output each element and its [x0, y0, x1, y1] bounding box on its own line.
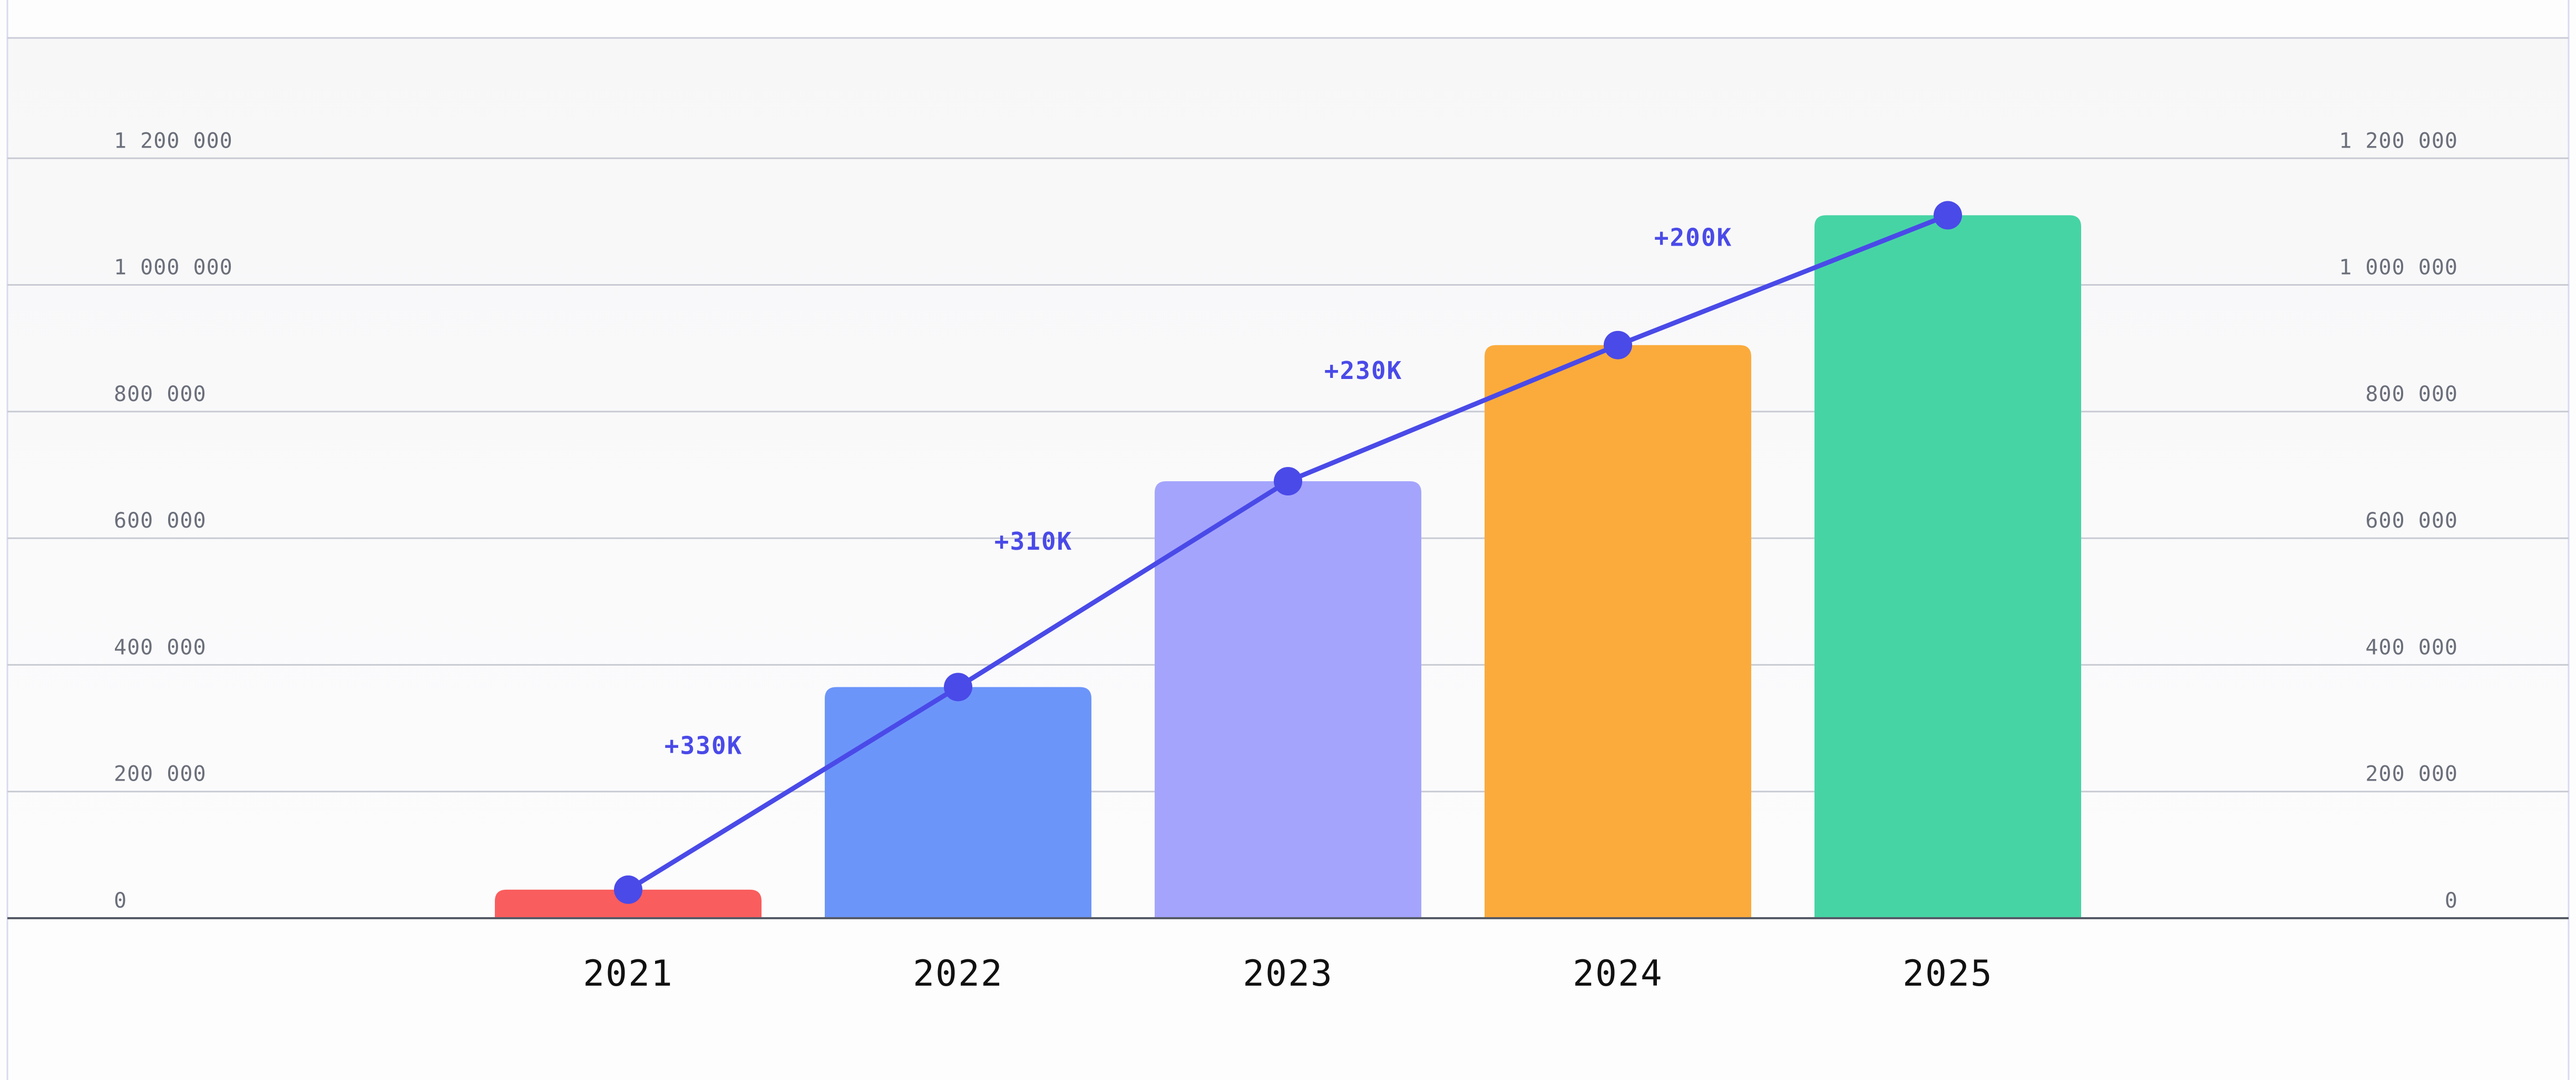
x-tick-label: 2023 — [1243, 953, 1333, 995]
trend-point-2023 — [1274, 467, 1302, 496]
x-tick-label: 2022 — [913, 953, 1003, 995]
x-tick-label: 2024 — [1573, 953, 1663, 995]
x-axis-labels: 2021 2022 2023 2024 2025 — [583, 953, 1993, 995]
trend-point-2025 — [1934, 201, 1962, 230]
y-tick-label-right: 1 000 000 — [2339, 256, 2458, 280]
delta-label: +200K — [1654, 223, 1732, 252]
trend-point-2022 — [944, 673, 972, 702]
y-tick-label-left: 1 000 000 — [114, 256, 233, 280]
y-tick-label-right: 200 000 — [2365, 762, 2458, 786]
delta-label: +330K — [665, 732, 743, 760]
x-tick-label: 2025 — [1902, 953, 1993, 995]
x-tick-label: 2021 — [583, 953, 674, 995]
trend-point-2021 — [614, 875, 642, 904]
bar-2022 — [825, 687, 1091, 918]
delta-label: +230K — [1324, 356, 1402, 385]
y-tick-label-left: 600 000 — [114, 509, 207, 533]
y-tick-label-left: 1 200 000 — [114, 129, 233, 153]
y-tick-label-right: 800 000 — [2365, 382, 2458, 406]
bars — [495, 215, 2081, 919]
bar-2024 — [1485, 345, 1751, 919]
y-tick-label-right: 1 200 000 — [2339, 129, 2458, 153]
trend-points — [614, 201, 1962, 904]
y-tick-label-left: 0 — [114, 889, 127, 913]
y-axis-right: 0 200 000 400 000 600 000 800 000 1 000 000 1 … — [2339, 129, 2458, 913]
delta-label: +310K — [994, 527, 1072, 556]
bar-2021 — [495, 889, 762, 918]
trend-point-2024 — [1604, 330, 1632, 359]
y-tick-label-right: 0 — [2445, 889, 2458, 913]
y-tick-label-right: 400 000 — [2365, 635, 2458, 659]
delta-annotations: +330K +310K +230K +200K — [665, 223, 1732, 760]
y-tick-label-left: 800 000 — [114, 382, 207, 406]
bar-2025 — [1814, 215, 2081, 919]
y-tick-label-left: 400 000 — [114, 635, 207, 659]
y-tick-label-right: 600 000 — [2365, 509, 2458, 533]
y-axis-left: 0 200 000 400 000 600 000 800 000 1 000 000 1 … — [114, 129, 233, 913]
bar-2023 — [1155, 481, 1421, 918]
y-tick-label-left: 200 000 — [114, 762, 207, 786]
